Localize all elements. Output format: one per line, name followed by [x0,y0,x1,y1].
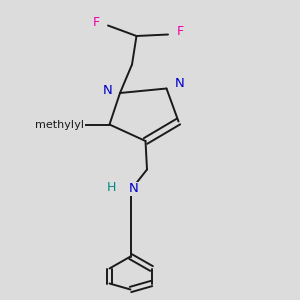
Text: methyl: methyl [34,119,74,130]
Text: N: N [129,182,138,196]
Text: N: N [175,77,185,91]
Text: F: F [176,25,184,38]
Text: H: H [106,181,116,194]
Text: methyl: methyl [45,119,84,130]
Text: N: N [103,83,113,97]
Text: F: F [92,16,100,29]
